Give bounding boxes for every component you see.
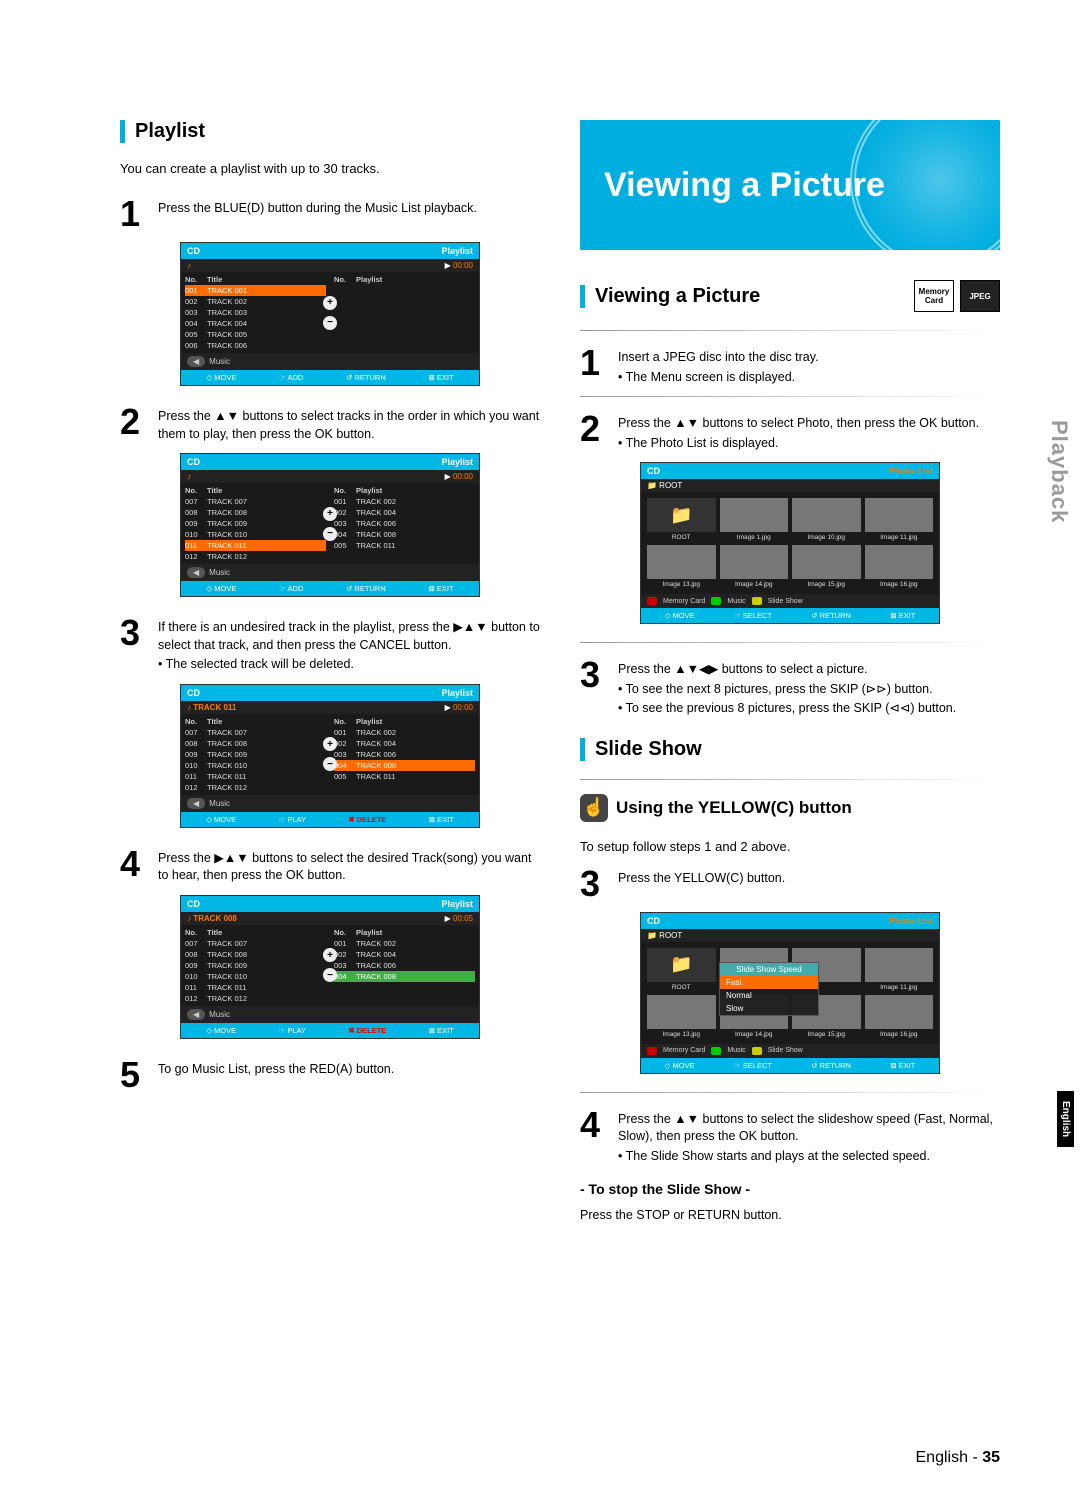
screenshot-4: CDPlaylist♪ TRACK 00800:05No.Title007TRA… — [180, 895, 480, 1039]
step-text: Press the ▲▼◀▶ buttons to select a pictu… — [618, 657, 956, 718]
chapter-banner: Viewing a Picture — [580, 120, 1000, 250]
rstep-2: 2 Press the ▲▼ buttons to select Photo, … — [580, 411, 1000, 452]
step-num: 1 — [120, 196, 148, 232]
photo-list-screenshot: CDPhoto List📁 ROOT📁ROOTImage 1.jpgImage … — [640, 462, 940, 624]
hand-icon: ☝ — [580, 794, 608, 822]
divider — [580, 1092, 1000, 1093]
stop-slideshow-text: Press the STOP or RETURN button. — [580, 1203, 1000, 1225]
step-num: 3 — [580, 657, 608, 718]
divider — [580, 779, 1000, 780]
side-tab-playback: Playback — [1046, 420, 1072, 523]
slideshow-screenshot: CDPhoto List📁 ROOT📁ROOTImage 11.jpgImage… — [640, 912, 940, 1074]
step-text: Press the BLUE(D) button during the Musi… — [158, 196, 477, 232]
disc-graphic — [850, 120, 1000, 250]
step-text: Insert a JPEG disc into the disc tray. •… — [618, 345, 819, 386]
divider — [580, 642, 1000, 643]
step-text: To go Music List, press the RED(A) butto… — [158, 1057, 394, 1093]
divider — [580, 330, 1000, 331]
step-num: 1 — [580, 345, 608, 386]
step-text: If there is an undesired track in the pl… — [158, 615, 540, 674]
right-column: Viewing a Picture Viewing a Picture Memo… — [580, 120, 1000, 1447]
step-text: Press the ▲▼ buttons to select tracks in… — [158, 404, 540, 443]
step-num: 4 — [120, 846, 148, 885]
yellow-c-subtitle: ☝ Using the YELLOW(C) button — [580, 794, 1000, 822]
viewing-title-row: Viewing a Picture Memory Card JPEG — [580, 280, 1000, 312]
step-num: 3 — [120, 615, 148, 674]
step-3: 3 If there is an undesired track in the … — [120, 615, 540, 674]
step-num: 3 — [580, 866, 608, 902]
screenshot-2: CDPlaylist♪00:00No.Title007TRACK 007008T… — [180, 453, 480, 597]
stop-slideshow-heading: - To stop the Slide Show - — [580, 1181, 1000, 1197]
playlist-intro: You can create a playlist with up to 30 … — [120, 161, 540, 176]
screenshot-1: CDPlaylist♪00:00No.Title001TRACK 001002T… — [180, 242, 480, 386]
step-num: 4 — [580, 1107, 608, 1166]
side-tab-english: English — [1057, 1091, 1074, 1147]
format-badges: Memory Card JPEG — [914, 280, 1000, 312]
badge-memory-card: Memory Card — [914, 280, 954, 312]
rstep-1: 1 Insert a JPEG disc into the disc tray.… — [580, 345, 1000, 386]
step-text: Press the YELLOW(C) button. — [618, 866, 785, 902]
slide-step-4: 4 Press the ▲▼ buttons to select the sli… — [580, 1107, 1000, 1166]
step-4: 4 Press the ▶▲▼ buttons to select the de… — [120, 846, 540, 885]
step-text: Press the ▶▲▼ buttons to select the desi… — [158, 846, 540, 885]
viewing-picture-title: Viewing a Picture — [580, 285, 760, 308]
step-num: 2 — [580, 411, 608, 452]
step-num: 5 — [120, 1057, 148, 1093]
step-text: Press the ▲▼ buttons to select Photo, th… — [618, 411, 979, 452]
badge-jpeg: JPEG — [960, 280, 1000, 312]
step-text: Press the ▲▼ buttons to select the slide… — [618, 1107, 1000, 1166]
step-5: 5 To go Music List, press the RED(A) but… — [120, 1057, 540, 1093]
playlist-title: Playlist — [120, 120, 540, 143]
step-1: 1 Press the BLUE(D) button during the Mu… — [120, 196, 540, 232]
page-number: English - 35 — [916, 1449, 1001, 1467]
screenshot-3: CDPlaylist♪ TRACK 01100:00No.Title007TRA… — [180, 684, 480, 828]
slideshow-intro: To setup follow steps 1 and 2 above. — [580, 834, 1000, 856]
slide-step-3: 3 Press the YELLOW(C) button. — [580, 866, 1000, 902]
divider — [580, 396, 1000, 397]
rstep-3: 3 Press the ▲▼◀▶ buttons to select a pic… — [580, 657, 1000, 718]
step-bullet: • The selected track will be deleted. — [158, 656, 540, 674]
slideshow-title: Slide Show — [580, 738, 1000, 761]
left-column: Playlist You can create a playlist with … — [120, 120, 540, 1447]
step-2: 2 Press the ▲▼ buttons to select tracks … — [120, 404, 540, 443]
step-num: 2 — [120, 404, 148, 443]
